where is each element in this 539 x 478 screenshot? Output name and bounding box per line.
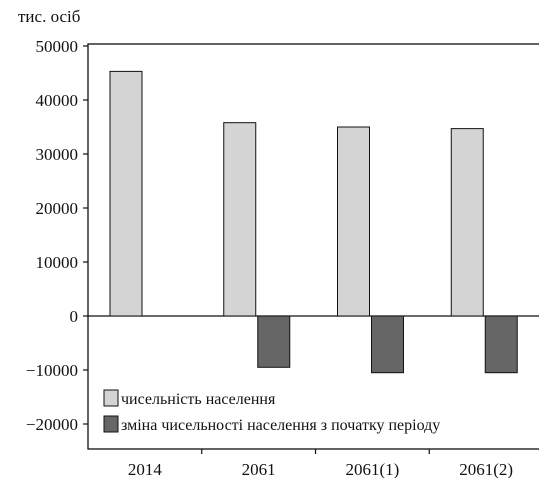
bar-population-3 [450, 128, 484, 317]
bar-change-2 [371, 315, 404, 374]
legend-label-0: чисельність населення [121, 391, 276, 408]
x-tick-label: 2061(1) [345, 460, 399, 478]
bar-population-1 [223, 122, 257, 317]
x-tick-label: 2061 [242, 460, 276, 478]
legend-label-1: зміна чисельності населення з початку пе… [121, 417, 440, 434]
y-tick-label: −20000 [26, 415, 78, 434]
y-tick-label: 10000 [36, 253, 79, 272]
bar-change-3 [484, 315, 518, 374]
x-tick-label: 2014 [128, 460, 163, 478]
y-tick-label: 20000 [36, 199, 79, 218]
y-tick-label: 30000 [36, 145, 79, 164]
x-tick-label: 2061(2) [459, 460, 513, 478]
bar-population-2 [337, 126, 370, 317]
legend: чисельність населення зміна чисельності н… [103, 389, 440, 434]
y-tick-label: 40000 [36, 91, 79, 110]
y-tick-label: 0 [70, 307, 79, 326]
y-tick-label: −10000 [26, 361, 78, 380]
y-unit-label: тис. осіб [18, 7, 80, 26]
legend-swatch-1 [103, 415, 119, 433]
y-tick-label: 50000 [36, 37, 79, 56]
legend-swatch-0 [103, 389, 119, 407]
plot-area: 50000 40000 30000 20000 10000 0 −10000 −20000 20… [26, 37, 539, 478]
bar-change-1 [257, 315, 291, 368]
bar-population-0 [109, 70, 143, 317]
